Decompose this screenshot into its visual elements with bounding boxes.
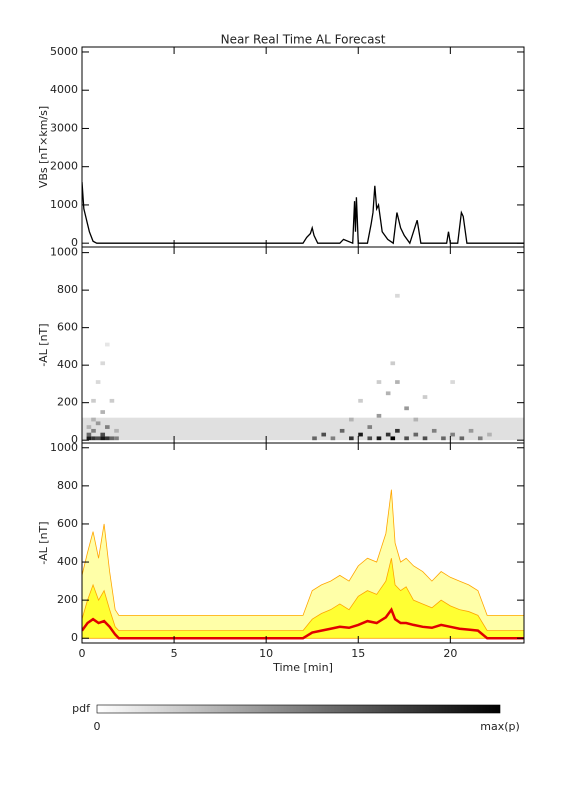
quantile-area (82, 558, 524, 639)
pdf-cell (321, 432, 327, 437)
pdf-cell (395, 380, 400, 384)
pdf-cell (404, 436, 409, 441)
y-axis-title: VBs [nT×km/s] (37, 106, 50, 188)
pdf-cell (450, 432, 455, 437)
pdf-cell (459, 436, 465, 441)
pdf-cell (100, 410, 106, 414)
pdf-cell (404, 406, 409, 411)
pdf-cell (395, 293, 400, 298)
x-tick-label: 20 (443, 647, 457, 660)
y-tick-label: 200 (57, 593, 78, 606)
pdf-cell (349, 417, 354, 422)
pdf-cell (100, 436, 106, 441)
pdf-cell (468, 428, 474, 433)
pdf-cell (91, 428, 96, 433)
panel-frame (81, 246, 525, 444)
pdf-cell (487, 432, 492, 437)
data-line (82, 181, 524, 245)
pdf-cell (395, 428, 400, 433)
x-tick-label: 0 (79, 647, 86, 660)
pdf-cell (349, 436, 354, 441)
chart-title: Near Real Time AL Forecast (221, 33, 386, 47)
pdf-cell (109, 436, 115, 441)
pdf-cell (390, 361, 396, 366)
y-tick-label: 400 (57, 358, 78, 371)
y-tick-label: 1000 (50, 441, 78, 454)
y-tick-label: 0 (71, 631, 78, 644)
pdf-cell (91, 417, 96, 422)
y-tick-label: 5000 (50, 45, 78, 58)
colorbar-title: pdf (72, 702, 91, 715)
pdf-cell (86, 425, 92, 429)
pdf-cell (91, 436, 96, 441)
pdf-cell (100, 361, 106, 366)
pdf-band (82, 417, 524, 441)
y-tick-label: 600 (57, 517, 78, 530)
y-tick-label: 1000 (50, 198, 78, 211)
pdf-cell (376, 436, 382, 441)
y-tick-label: 2000 (50, 160, 78, 173)
pdf-cell (358, 432, 363, 437)
x-tick-label: 10 (259, 647, 273, 660)
pdf-cell (95, 421, 101, 426)
pdf-cell (114, 436, 119, 441)
y-tick-label: 400 (57, 555, 78, 568)
pdf-cell (109, 398, 115, 403)
x-tick-label: 15 (351, 647, 365, 660)
pdf-cell (450, 380, 455, 384)
pdf-cell (91, 398, 96, 403)
pdf-cell (367, 436, 373, 441)
pdf-cell (413, 432, 419, 437)
y-tick-label: 800 (57, 479, 78, 492)
x-tick-label: 5 (171, 647, 178, 660)
pdf-cell (376, 380, 382, 384)
y-axis-title: -AL [nT] (37, 521, 50, 564)
y-axis-title: -AL [nT] (37, 323, 50, 366)
pdf-cell (339, 428, 345, 433)
pdf-cell (95, 436, 101, 441)
panel-frame (81, 46, 525, 248)
pdf-cell (95, 380, 101, 384)
pdf-cell (385, 391, 391, 396)
plot-area (82, 181, 524, 245)
pdf-cell (330, 436, 336, 441)
pdf-cell (105, 342, 110, 347)
pdf-cell (367, 425, 373, 429)
pdf-cell (86, 432, 92, 437)
pdf-cell (431, 428, 437, 433)
pdf-cell (413, 417, 419, 422)
y-tick-label: 600 (57, 321, 78, 334)
y-tick-label: 0 (71, 433, 78, 446)
pdf-cell (385, 432, 391, 437)
y-tick-label: 200 (57, 396, 78, 409)
plot-area (82, 293, 524, 441)
pdf-cell (477, 436, 483, 441)
colorbar (96, 704, 501, 714)
pdf-cell (86, 436, 92, 441)
plot-area (82, 489, 524, 640)
panel-frame (81, 442, 525, 644)
pdf-cell (100, 432, 106, 437)
x-axis-title: Time [min] (272, 661, 333, 674)
pdf-cell (422, 436, 428, 441)
y-tick-label: 3000 (50, 121, 78, 134)
pdf-cell (105, 436, 110, 441)
pdf-cell (422, 395, 428, 399)
pdf-cell (105, 425, 110, 429)
y-tick-label: 800 (57, 283, 78, 296)
median-line (82, 607, 524, 640)
pdf-cell (312, 436, 317, 441)
colorbar-min-label: 0 (94, 720, 101, 733)
pdf-cell (376, 413, 382, 418)
colorbar-max-label: max(p) (480, 720, 520, 733)
pdf-cell (441, 436, 446, 441)
pdf-cell (114, 428, 119, 433)
y-tick-label: 1000 (50, 246, 78, 259)
pdf-cell (390, 436, 396, 441)
y-tick-label: 4000 (50, 83, 78, 96)
pdf-cell (358, 398, 363, 403)
y-tick-label: 0 (71, 236, 78, 249)
